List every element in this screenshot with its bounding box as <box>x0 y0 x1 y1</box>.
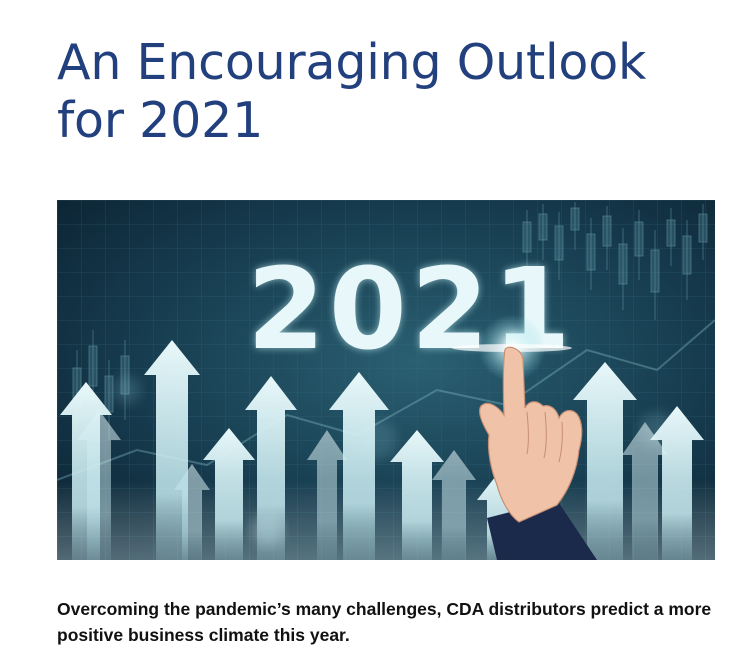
hero-image: 2021 2021 <box>57 200 715 560</box>
pointing-hand-icon <box>479 346 597 560</box>
year-2021-graphic: 2021 2021 <box>247 245 571 375</box>
article-title: An Encouraging Outlook for 2021 <box>57 34 647 149</box>
article-subtitle: Overcoming the pandemic’s many challenge… <box>57 599 712 645</box>
